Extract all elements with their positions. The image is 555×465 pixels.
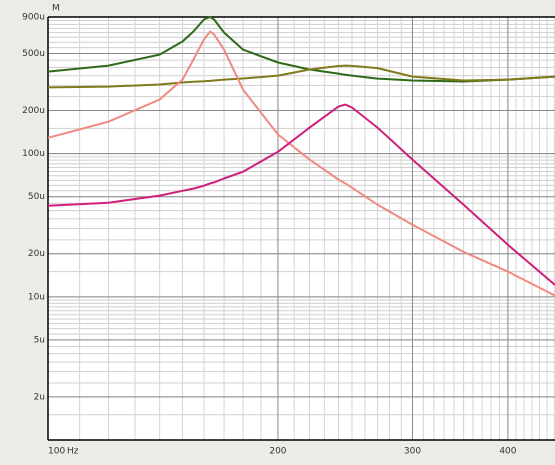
y-tick-label: 200u — [22, 106, 45, 116]
y-tick-label: 2u — [34, 392, 45, 402]
series-line — [47, 30, 555, 297]
y-tick-label: 100u — [22, 149, 45, 159]
y-tick-label: 50u — [28, 192, 45, 202]
x-unit: Hz — [67, 447, 79, 457]
x-tick-label: 100 — [48, 447, 65, 457]
y-tick-label: 10u — [28, 292, 45, 302]
series-line — [47, 103, 555, 286]
y-tick-label: 5u — [34, 335, 45, 345]
y-axis-label: M — [52, 4, 60, 14]
x-tick-label: 400 — [499, 447, 516, 457]
series-line — [47, 64, 555, 89]
y-tick-label: 500u — [22, 49, 45, 59]
x-tick-label: 200 — [269, 447, 286, 457]
x-tick-label: 300 — [404, 447, 421, 457]
y-tick-label: 900u — [22, 13, 45, 23]
series-line — [47, 16, 555, 83]
y-tick-label: 20u — [28, 249, 45, 259]
